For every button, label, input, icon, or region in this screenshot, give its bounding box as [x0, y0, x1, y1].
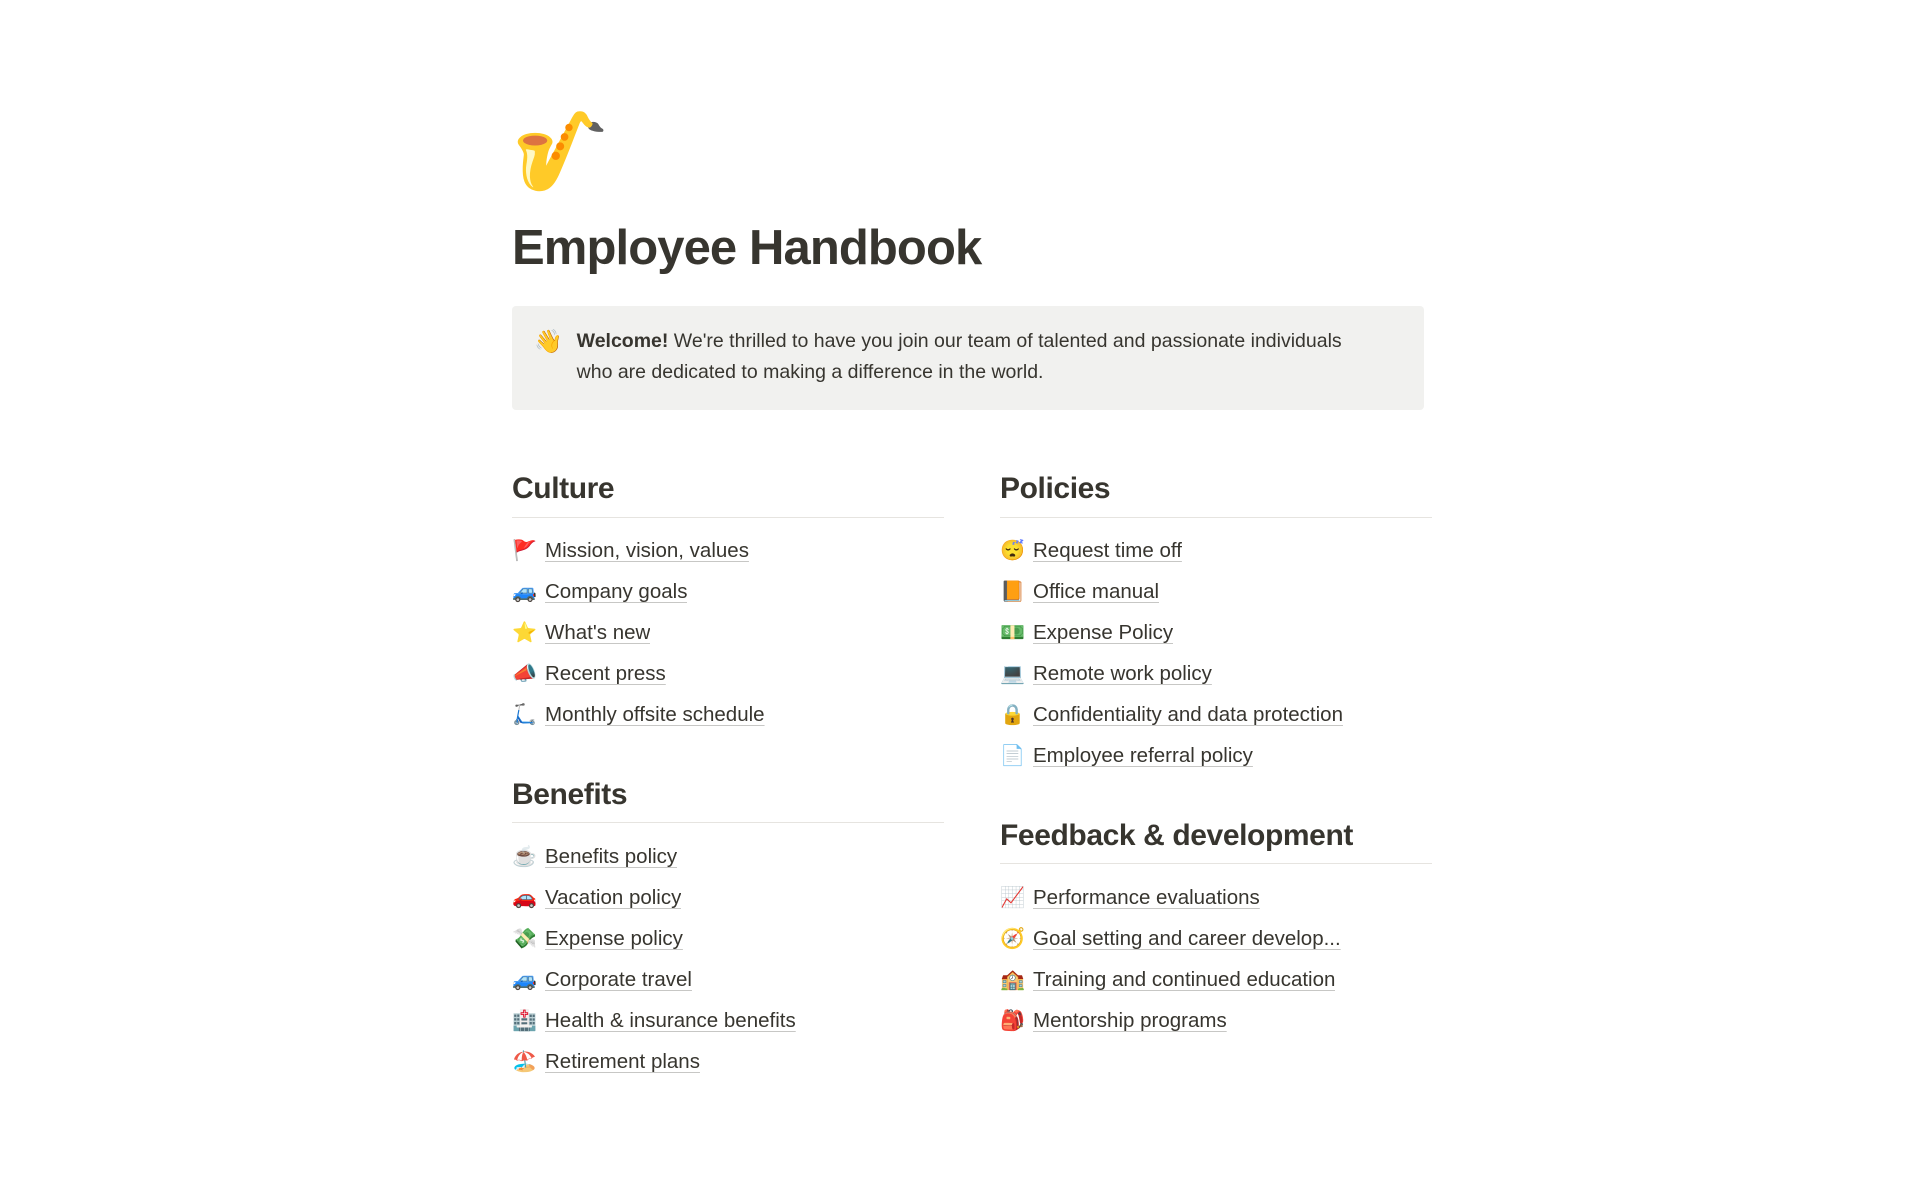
page-link[interactable]: Request time off — [1033, 539, 1182, 563]
page-link[interactable]: Recent press — [545, 662, 666, 686]
list-item[interactable]: 🧭 Goal setting and career develop... — [1000, 918, 1432, 959]
welcome-callout-lead: Welcome! — [576, 330, 669, 353]
list-item[interactable]: ☕ Benefits policy — [512, 836, 944, 877]
list-item[interactable]: 🚙 Company goals — [512, 572, 944, 613]
page-link[interactable]: Mentorship programs — [1033, 1008, 1227, 1032]
page-link[interactable]: Retirement plans — [545, 1049, 700, 1073]
lock-icon: 🔒 — [1000, 704, 1025, 727]
page-link[interactable]: Expense Policy — [1033, 621, 1174, 645]
laptop-icon: 💻 — [1000, 663, 1025, 686]
list-item[interactable]: 😴 Request time off — [1000, 531, 1432, 572]
beach-with-umbrella-icon: 🏖️ — [512, 1050, 537, 1073]
page-facing-up-icon: 📄 — [1000, 745, 1025, 768]
section-divider — [1000, 516, 1432, 518]
triangular-flag-icon: 🚩 — [512, 540, 537, 563]
page-link[interactable]: Health & insurance benefits — [545, 1008, 796, 1032]
welcome-callout-text: Welcome! We're thrilled to have you join… — [577, 326, 1347, 388]
page-link[interactable]: Benefits policy — [545, 844, 678, 868]
list-item[interactable]: 📄 Employee referral policy — [1000, 736, 1432, 777]
welcome-callout: 👋 Welcome! We're thrilled to have you jo… — [512, 306, 1424, 411]
star-icon: ⭐ — [512, 622, 537, 645]
list-item[interactable]: 🚩 Mission, vision, values — [512, 531, 944, 572]
page-link[interactable]: Performance evaluations — [1033, 885, 1260, 909]
section-heading-policies: Policies — [1000, 472, 1111, 506]
kick-scooter-icon: 🛴 — [512, 704, 537, 727]
section-divider — [512, 516, 944, 518]
list-item[interactable]: 🎒 Mentorship programs — [1000, 1000, 1432, 1041]
page-link[interactable]: Mission, vision, values — [545, 539, 749, 563]
list-item[interactable]: 🛴 Monthly offsite schedule — [512, 695, 944, 736]
saxophone-icon[interactable]: 🎷 — [512, 107, 610, 195]
school-icon: 🏫 — [1000, 968, 1025, 991]
page-link[interactable]: Confidentiality and data protection — [1033, 703, 1343, 727]
page-link[interactable]: Employee referral policy — [1033, 744, 1253, 768]
list-item[interactable]: 🏥 Health & insurance benefits — [512, 1000, 944, 1041]
page-link[interactable]: Goal setting and career develop... — [1033, 926, 1341, 950]
list-item[interactable]: 🏖️ Retirement plans — [512, 1041, 944, 1082]
column-right: Policies 😴 Request time off 📙 Office manual 💵… — [1000, 470, 1432, 1041]
list-item[interactable]: 💻 Remote work policy — [1000, 654, 1432, 695]
section-feedback-development: Feedback & development 📈 Performance evalu… — [1000, 817, 1432, 1042]
page-title: Employee Handbook — [512, 221, 982, 275]
page-link[interactable]: Vacation policy — [545, 885, 682, 909]
page-link[interactable]: Training and continued education — [1033, 967, 1336, 991]
list-item[interactable]: 📈 Performance evaluations — [1000, 877, 1432, 918]
list-item[interactable]: ⭐ What's new — [512, 613, 944, 654]
section-heading-feedback-development: Feedback & development — [1000, 818, 1353, 852]
dollar-banknote-icon: 💵 — [1000, 622, 1025, 645]
hospital-icon: 🏥 — [512, 1009, 537, 1032]
page-link[interactable]: Expense policy — [545, 926, 683, 950]
link-list-feedback-development: 📈 Performance evaluations 🧭 Goal setting an… — [1000, 877, 1432, 1041]
list-item[interactable]: 🔒 Confidentiality and data protection — [1000, 695, 1432, 736]
list-item[interactable]: 💵 Expense Policy — [1000, 613, 1432, 654]
list-item[interactable]: 🚗 Vacation policy — [512, 877, 944, 918]
red-car-icon: 🚗 — [512, 886, 537, 909]
section-heading-benefits: Benefits — [512, 777, 628, 811]
orange-book-icon: 📙 — [1000, 581, 1025, 604]
section-divider — [1000, 863, 1432, 865]
page-link[interactable]: Company goals — [545, 580, 688, 604]
page-link[interactable]: Corporate travel — [545, 967, 692, 991]
money-with-wings-icon: 💸 — [512, 927, 537, 950]
section-columns: Culture 🚩 Mission, vision, values 🚙 Company … — [512, 470, 1432, 1082]
page-link[interactable]: What's new — [545, 621, 651, 645]
page-link[interactable]: Monthly offsite schedule — [545, 703, 765, 727]
page-content: 🎷 Employee Handbook 👋 Welcome! We're thr… — [512, 0, 1432, 1082]
list-item[interactable]: 🏫 Training and continued education — [1000, 959, 1432, 1000]
blue-suv-icon: 🚙 — [512, 968, 537, 991]
section-heading-culture: Culture — [512, 472, 615, 506]
list-item[interactable]: 📙 Office manual — [1000, 572, 1432, 613]
column-left: Culture 🚩 Mission, vision, values 🚙 Company … — [512, 470, 944, 1082]
page-link[interactable]: Remote work policy — [1033, 662, 1212, 686]
list-item[interactable]: 🚙 Corporate travel — [512, 959, 944, 1000]
hot-beverage-icon: ☕ — [512, 845, 537, 868]
section-policies: Policies 😴 Request time off 📙 Office manual 💵… — [1000, 470, 1432, 777]
compass-icon: 🧭 — [1000, 927, 1025, 950]
blue-suv-icon: 🚙 — [512, 581, 537, 604]
list-item[interactable]: 💸 Expense policy — [512, 918, 944, 959]
link-list-policies: 😴 Request time off 📙 Office manual 💵 Expense … — [1000, 531, 1432, 777]
link-list-culture: 🚩 Mission, vision, values 🚙 Company goals ⭐ W… — [512, 531, 944, 736]
chart-increasing-icon: 📈 — [1000, 886, 1025, 909]
section-benefits: Benefits ☕ Benefits policy 🚗 Vacation policy… — [512, 776, 944, 1083]
section-divider — [512, 822, 944, 824]
sleeping-face-icon: 😴 — [1000, 540, 1025, 563]
backpack-icon: 🎒 — [1000, 1009, 1025, 1032]
waving-hand-icon: 👋 — [534, 328, 563, 355]
list-item[interactable]: 📣 Recent press — [512, 654, 944, 695]
page-link[interactable]: Office manual — [1033, 580, 1160, 604]
megaphone-icon: 📣 — [512, 663, 537, 686]
link-list-benefits: ☕ Benefits policy 🚗 Vacation policy 💸 Expense… — [512, 836, 944, 1082]
welcome-callout-body: We're thrilled to have you join our team… — [576, 330, 1342, 384]
section-culture: Culture 🚩 Mission, vision, values 🚙 Company … — [512, 470, 944, 736]
